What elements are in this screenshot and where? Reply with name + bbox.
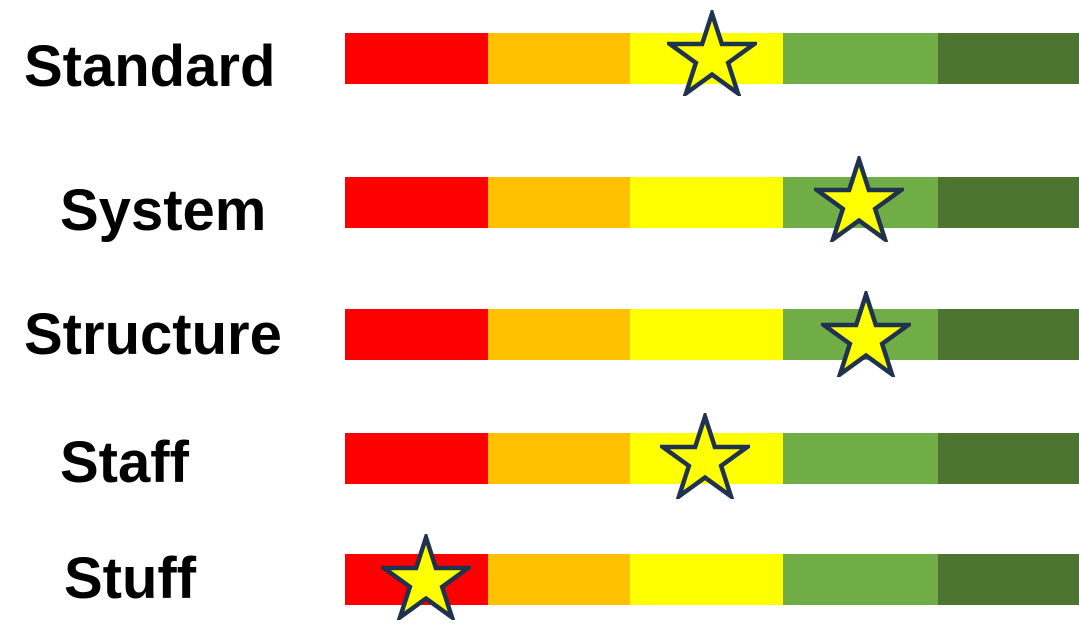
- scale-segment-3: [630, 433, 783, 484]
- scale-segment-3: [630, 177, 783, 228]
- scale-segment-5: [938, 433, 1079, 484]
- scale-segment-2: [488, 433, 630, 484]
- scale-segment-2: [488, 33, 630, 84]
- row-label: System: [60, 178, 267, 243]
- row-label: Structure: [24, 302, 282, 367]
- row-label: Standard: [24, 34, 276, 99]
- scale-segment-5: [938, 177, 1079, 228]
- scale-segment-4: [783, 554, 938, 605]
- scale-segment-1: [345, 33, 488, 84]
- row-label: Stuff: [64, 546, 197, 611]
- scale-segment-4: [783, 433, 938, 484]
- rating-scale: [345, 177, 1079, 228]
- scale-segment-4: [783, 309, 938, 360]
- rating-scale: [345, 554, 1079, 605]
- scale-segment-1: [345, 177, 488, 228]
- scale-segment-2: [488, 309, 630, 360]
- rating-scale: [345, 309, 1079, 360]
- scale-segment-1: [345, 309, 488, 360]
- scale-segment-4: [783, 177, 938, 228]
- scale-segment-5: [938, 33, 1079, 84]
- scale-segment-3: [630, 309, 783, 360]
- rating-scale: [345, 433, 1079, 484]
- scale-segment-2: [488, 554, 630, 605]
- rating-row-standard: Standard: [0, 0, 1079, 120]
- scale-segment-3: [630, 554, 783, 605]
- scale-segment-5: [938, 554, 1079, 605]
- rating-row-structure: Structure: [0, 0, 1079, 377]
- rating-scale: [345, 33, 1079, 84]
- scale-segment-5: [938, 309, 1079, 360]
- rating-row-staff: Staff: [0, 0, 1079, 499]
- scale-segment-1: [345, 554, 488, 605]
- scale-segment-3: [630, 33, 783, 84]
- scale-segment-1: [345, 433, 488, 484]
- row-label: Staff: [60, 430, 189, 495]
- scale-segment-2: [488, 177, 630, 228]
- scale-segment-4: [783, 33, 938, 84]
